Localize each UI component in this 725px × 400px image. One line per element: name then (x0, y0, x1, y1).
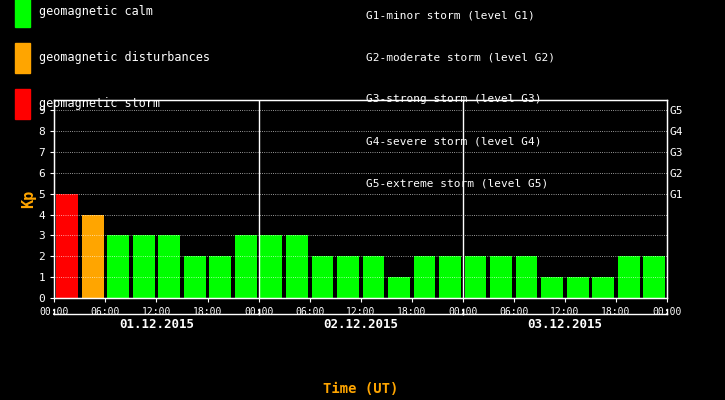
Text: geomagnetic storm: geomagnetic storm (39, 98, 160, 110)
Text: 01.12.2015: 01.12.2015 (119, 318, 194, 331)
Text: 03.12.2015: 03.12.2015 (527, 318, 602, 331)
Bar (107, 236, 129, 298)
Text: geomagnetic disturbances: geomagnetic disturbances (39, 52, 210, 64)
Bar (643, 256, 665, 298)
Bar (362, 256, 384, 298)
Bar (567, 277, 589, 298)
Text: 02.12.2015: 02.12.2015 (323, 318, 398, 331)
Bar (618, 256, 639, 298)
Bar (286, 236, 307, 298)
Bar (235, 236, 257, 298)
Y-axis label: Kp: Kp (21, 190, 36, 208)
Text: G1-minor storm (level G1): G1-minor storm (level G1) (366, 10, 535, 20)
Text: G4-severe storm (level G4): G4-severe storm (level G4) (366, 136, 542, 146)
Bar (158, 236, 180, 298)
Text: geomagnetic calm: geomagnetic calm (39, 6, 153, 18)
Bar (515, 256, 537, 298)
Bar (490, 256, 512, 298)
Text: G3-strong storm (level G3): G3-strong storm (level G3) (366, 94, 542, 104)
Bar (465, 256, 486, 298)
Text: G2-moderate storm (level G2): G2-moderate storm (level G2) (366, 52, 555, 62)
Text: Time (UT): Time (UT) (323, 382, 398, 396)
Bar (133, 236, 154, 298)
Bar (542, 277, 563, 298)
Bar (260, 236, 282, 298)
Bar (82, 215, 104, 298)
Bar (57, 194, 78, 298)
Bar (388, 277, 410, 298)
Text: G5-extreme storm (level G5): G5-extreme storm (level G5) (366, 178, 548, 188)
Bar (414, 256, 435, 298)
Bar (184, 256, 206, 298)
Bar (312, 256, 334, 298)
Bar (439, 256, 461, 298)
Bar (337, 256, 359, 298)
Bar (592, 277, 614, 298)
Bar (210, 256, 231, 298)
